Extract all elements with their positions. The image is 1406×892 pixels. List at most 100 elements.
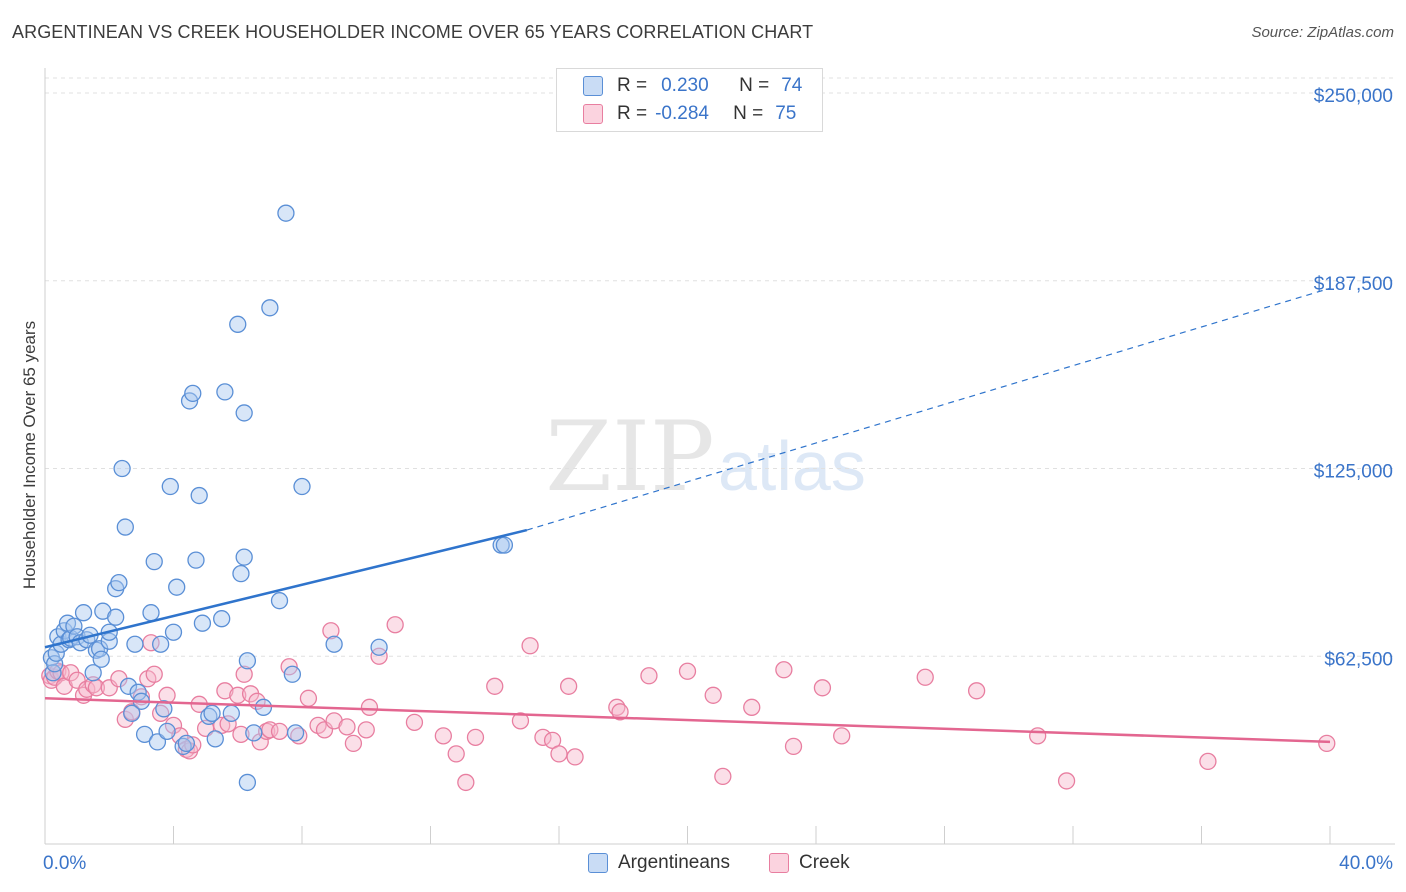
argentineans-point-16 (84, 664, 102, 682)
tick-labels: $62,500 $125,000 $187,500 $250,000 0.0% 40.0% (43, 86, 1393, 874)
creek-point-46 (322, 622, 340, 640)
creek-point-30 (216, 682, 234, 700)
argentineans-point-28 (119, 677, 138, 695)
x-tick-label-start: 0.0% (43, 853, 86, 874)
argentineans-point-61 (245, 724, 263, 742)
creek-point-80 (1029, 727, 1047, 745)
argentineans-point-27 (116, 518, 134, 536)
legend-swatch-creek (583, 104, 603, 124)
creek-point-77 (833, 727, 851, 745)
creek-point-74 (775, 661, 793, 679)
argentineans-point-50 (203, 704, 221, 722)
chart-title: ARGENTINEAN VS CREEK HOUSEHOLDER INCOME … (12, 22, 814, 42)
legend-r-value-argentineans: 0.230 (661, 75, 709, 96)
argentineans-point-13 (74, 604, 93, 622)
creek-point-75 (784, 737, 803, 756)
creek-point-55 (434, 727, 453, 745)
creek-point-58 (466, 728, 485, 747)
creek-point-60 (511, 712, 530, 730)
argentineans-point-72 (495, 536, 514, 554)
legend-n-label: N = (739, 75, 770, 96)
argentineans-point-65 (277, 204, 295, 222)
creek-point-31 (219, 715, 237, 733)
creek-point-22 (164, 716, 183, 734)
creek-point-62 (534, 728, 552, 747)
creek-point-43 (299, 689, 318, 707)
argentineans-point-33 (142, 604, 160, 622)
creek-point-52 (370, 647, 388, 665)
legend-swatch-argentineans (583, 76, 603, 96)
creek-point-57 (457, 773, 475, 792)
argentineans-point-63 (261, 299, 279, 317)
creek-point-73 (743, 698, 761, 716)
creek-point-64 (550, 745, 568, 763)
creek-point-33 (232, 725, 250, 744)
trend-creek (44, 697, 1331, 744)
creek-point-51 (360, 698, 379, 716)
argentineans-point-19 (92, 650, 110, 668)
legend-r-label: R = (617, 103, 648, 124)
creek-point-69 (640, 667, 658, 685)
argentineans-point-60 (238, 773, 257, 792)
creek-point-32 (229, 686, 247, 704)
watermark: ZIP atlas (545, 401, 865, 513)
argentineans-point-62 (254, 698, 273, 716)
legend-r-label: R = (617, 75, 648, 96)
argentineans-point-40 (164, 623, 183, 641)
creek-point-40 (270, 722, 289, 741)
creek-point-78 (916, 668, 934, 686)
legend-row-creek: R = -0.284 N = 75 (583, 101, 796, 127)
argentineans-point-43 (177, 734, 196, 753)
argentineans-point-58 (235, 548, 253, 566)
argentineans-point-39 (161, 477, 179, 496)
legend-swatch-creek (769, 853, 789, 873)
legend-item-creek[interactable]: Creek (769, 852, 850, 874)
creek-point-76 (813, 679, 832, 697)
series-argentineans (42, 204, 514, 792)
creek-point-68 (611, 703, 629, 721)
creek-point-72 (714, 767, 732, 786)
creek-point-82 (1199, 752, 1217, 771)
legend-swatch-argentineans (588, 853, 608, 873)
argentineans-point-52 (213, 610, 231, 628)
argentineans-point-55 (229, 315, 247, 333)
argentineans-point-26 (113, 459, 131, 478)
y-tick-label-2: $187,500 (1314, 274, 1393, 295)
creek-point-53 (386, 616, 404, 634)
series-legend: Argentineans Creek (0, 852, 1406, 878)
creek-point-59 (486, 677, 504, 695)
source-label: Source: ZipAtlas.com (1251, 24, 1394, 41)
argentineans-point-34 (145, 552, 163, 571)
y-tick-label-0: $62,500 (1324, 649, 1393, 670)
argentineans-point-32 (135, 725, 154, 744)
legend-item-argentineans[interactable]: Argentineans (588, 852, 730, 874)
creek-point-49 (344, 734, 363, 753)
creek-point-37 (251, 733, 269, 751)
watermark-zip: ZIP (545, 401, 714, 513)
correlation-legend: R = 0.230 N = 74 R = -0.284 N = 75 (556, 68, 823, 132)
series-creek (41, 616, 1336, 792)
creek-point-56 (447, 745, 465, 763)
argentineans-point-21 (100, 632, 118, 650)
legend-label-creek: Creek (799, 852, 850, 873)
x-tick-label-end: 40.0% (1339, 853, 1393, 874)
argentineans-point-56 (232, 564, 250, 583)
argentineans-point-45 (184, 384, 202, 403)
axes (44, 68, 1395, 845)
argentineans-point-67 (286, 724, 305, 742)
argentineans-point-42 (174, 737, 192, 756)
argentineans-point-53 (216, 383, 234, 401)
creek-point-79 (967, 682, 986, 700)
creek-point-42 (290, 727, 308, 745)
argentineans-point-68 (293, 477, 311, 496)
argentineans-point-57 (235, 404, 253, 422)
argentineans-point-49 (200, 707, 218, 725)
legend-row-argentineans: R = 0.230 N = 74 (583, 73, 802, 99)
argentineans-point-70 (370, 638, 388, 656)
y-tick-label-3: $250,000 (1314, 86, 1393, 107)
argentineans-point-46 (187, 551, 205, 569)
argentineans-point-10 (65, 617, 83, 635)
trend-argentineans-projection (526, 287, 1331, 531)
argentineans-point-41 (168, 578, 186, 596)
